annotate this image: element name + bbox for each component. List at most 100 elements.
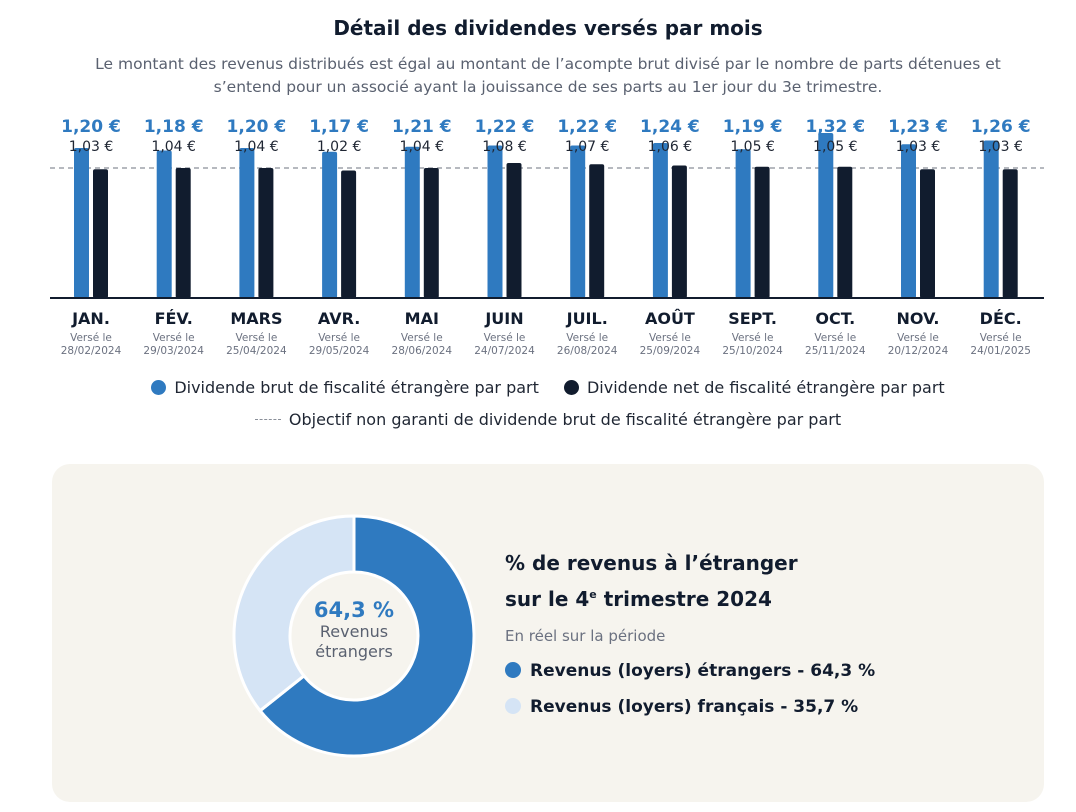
- month-label: FÉV.: [155, 309, 193, 328]
- donut-slice-foreign: [258, 514, 476, 758]
- donut-center-label-1: Revenus: [319, 622, 389, 641]
- paid-label: Versé le: [566, 332, 608, 344]
- month-label: AOÛT: [645, 309, 695, 328]
- net-bar: [1002, 169, 1018, 298]
- net-value-label: 1,03 €: [896, 139, 941, 155]
- donut-title-line2-post: trimestre 2024: [596, 587, 772, 611]
- paid-date: 24/01/2025: [970, 345, 1031, 357]
- paid-label: Versé le: [318, 332, 360, 344]
- net-bar: [589, 164, 605, 298]
- gross-value-label: 1,22 €: [475, 117, 535, 137]
- gross-bar: [74, 148, 89, 298]
- gross-value-label: 1,20 €: [227, 117, 287, 137]
- legend-objective: Objectif non garanti de dividende brut d…: [254, 410, 841, 429]
- chart-subtitle: Le montant des revenus distribués est ég…: [95, 55, 1001, 96]
- gross-value-label: 1,26 €: [971, 117, 1031, 137]
- donut-legend-foreign: Revenus (loyers) étrangers - 64,3 %: [505, 661, 1025, 681]
- donut-center-value: 64,3 %: [313, 598, 395, 622]
- net-value-label: 1,02 €: [317, 139, 362, 155]
- paid-date: 25/09/2024: [640, 345, 701, 357]
- donut-center-label-2: étrangers: [315, 642, 393, 661]
- donut-title-line2-pre: sur le 4: [505, 587, 590, 611]
- net-bar: [754, 166, 770, 298]
- gross-bar: [735, 149, 751, 298]
- paid-date: 28/06/2024: [392, 345, 453, 357]
- month-label: JUIN: [484, 309, 523, 328]
- net-value-label: 1,05 €: [730, 139, 775, 155]
- net-bar: [506, 163, 522, 298]
- gross-bar: [487, 145, 503, 298]
- gross-value-label: 1,21 €: [392, 117, 452, 137]
- paid-date: 26/08/2024: [557, 345, 618, 357]
- month-label: MARS: [230, 309, 282, 328]
- net-value-label: 1,05 €: [813, 139, 858, 155]
- net-value-label: 1,04 €: [151, 139, 196, 155]
- paid-label: Versé le: [980, 332, 1022, 344]
- paid-label: Versé le: [484, 332, 526, 344]
- objective-legend: Objectif non garanti de dividende brut d…: [0, 409, 1076, 429]
- gross-value-label: 1,24 €: [640, 117, 700, 137]
- net-bar: [671, 165, 687, 298]
- french-dot-icon: [505, 698, 521, 714]
- gross-bar: [983, 140, 999, 298]
- net-bar: [175, 168, 191, 298]
- gross-value-label: 1,20 €: [61, 117, 121, 137]
- month-label: JUIL.: [566, 309, 608, 328]
- paid-date: 25/10/2024: [722, 345, 783, 357]
- paid-date: 25/11/2024: [805, 345, 866, 357]
- legend-net: Dividende net de fiscalité étrangère par…: [563, 378, 945, 397]
- donut-legend-french-label: Revenus (loyers) français - 35,7 %: [530, 697, 859, 717]
- paid-label: Versé le: [732, 332, 774, 344]
- gross-bar: [901, 144, 916, 298]
- paid-date: 20/12/2024: [888, 345, 949, 357]
- dashed-line-icon: [254, 419, 281, 420]
- legend-net-label: Dividende net de fiscalité étrangère par…: [586, 378, 945, 397]
- donut-center: 64,3 % Revenus étrangers: [254, 598, 454, 662]
- gross-dot-icon: [151, 380, 167, 395]
- net-value-label: 1,03 €: [978, 139, 1023, 155]
- paid-date: 29/05/2024: [309, 345, 370, 357]
- net-bar: [341, 170, 357, 298]
- donut-info: % de revenus à l’étranger sur le 4e trim…: [505, 548, 1025, 733]
- paid-date: 29/03/2024: [143, 345, 204, 357]
- gross-value-label: 1,17 €: [309, 117, 369, 137]
- month-label: OCT.: [815, 309, 855, 328]
- foreign-revenue-donut-chart: [232, 514, 476, 758]
- month-label: AVR.: [318, 309, 360, 328]
- month-label: DÉC.: [980, 309, 1022, 328]
- donut-subtitle: En réel sur la période: [505, 627, 666, 645]
- donut-legend-french: Revenus (loyers) français - 35,7 %: [505, 697, 1025, 717]
- paid-label: Versé le: [649, 332, 691, 344]
- gross-bar: [322, 151, 338, 298]
- gross-value-label: 1,23 €: [888, 117, 948, 137]
- gross-bar: [652, 143, 668, 298]
- net-bar: [837, 166, 853, 298]
- gross-value-label: 1,22 €: [557, 117, 617, 137]
- paid-label: Versé le: [70, 332, 112, 344]
- gross-value-label: 1,18 €: [144, 117, 204, 137]
- donut-legend: Revenus (loyers) étrangers - 64,3 % Reve…: [505, 661, 1025, 717]
- paid-date: 28/02/2024: [61, 345, 122, 357]
- paid-date: 24/07/2024: [474, 345, 535, 357]
- gross-value-label: 1,19 €: [723, 117, 783, 137]
- foreign-dot-icon: [505, 662, 521, 678]
- net-value-label: 1,07 €: [565, 139, 610, 155]
- donut-title: % de revenus à l’étranger sur le 4e trim…: [505, 548, 1025, 615]
- net-value-label: 1,04 €: [234, 139, 279, 155]
- gross-bar: [404, 146, 420, 298]
- paid-label: Versé le: [153, 332, 195, 344]
- month-label: JAN.: [71, 309, 110, 328]
- net-value-label: 1,03 €: [69, 139, 114, 155]
- gross-bar: [239, 148, 255, 298]
- net-value-label: 1,04 €: [400, 139, 445, 155]
- paid-label: Versé le: [814, 332, 856, 344]
- month-label: MAI: [405, 309, 439, 328]
- donut-title-sup: e: [589, 588, 597, 601]
- net-value-label: 1,08 €: [482, 139, 527, 155]
- net-dot-icon: [563, 380, 579, 395]
- legend-gross: Dividende brut de fiscalité étrangère pa…: [151, 378, 539, 397]
- paid-date: 25/04/2024: [226, 345, 287, 357]
- net-value-label: 1,06 €: [648, 139, 693, 155]
- foreign-revenue-panel: [52, 464, 1044, 802]
